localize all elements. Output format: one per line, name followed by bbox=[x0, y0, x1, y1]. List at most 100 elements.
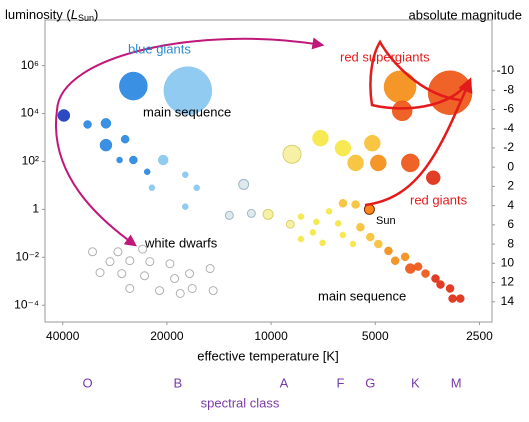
y2-tick-label: 10 bbox=[501, 256, 515, 270]
star bbox=[95, 268, 105, 278]
star bbox=[374, 239, 383, 249]
star bbox=[347, 154, 364, 172]
star bbox=[309, 229, 317, 236]
star bbox=[391, 100, 413, 122]
star bbox=[88, 247, 98, 257]
star bbox=[125, 256, 135, 266]
star bbox=[125, 283, 135, 293]
y-tick-label: 1 bbox=[32, 202, 39, 216]
star bbox=[338, 199, 348, 208]
y-tick-label: 10⁴ bbox=[20, 106, 39, 120]
spectral-class: O bbox=[83, 375, 93, 390]
star bbox=[138, 244, 148, 254]
y-label-part: Sun bbox=[78, 13, 94, 23]
y2-tick-label: -10 bbox=[497, 63, 515, 77]
y2-tick-label: 8 bbox=[507, 236, 514, 250]
star bbox=[445, 284, 455, 293]
spectral-label: spectral class bbox=[201, 395, 280, 410]
star bbox=[448, 294, 457, 303]
star bbox=[99, 138, 113, 152]
spectral-class: K bbox=[411, 375, 420, 390]
y2-tick-label: -6 bbox=[503, 102, 514, 116]
star bbox=[113, 247, 123, 257]
star bbox=[285, 219, 295, 229]
spectral-class: A bbox=[280, 375, 289, 390]
star bbox=[143, 168, 151, 176]
star bbox=[390, 256, 400, 265]
star bbox=[297, 213, 305, 220]
star bbox=[208, 286, 218, 296]
star bbox=[238, 178, 250, 190]
star bbox=[187, 283, 197, 293]
y2-tick-label: 4 bbox=[507, 198, 514, 212]
star bbox=[421, 269, 430, 278]
star bbox=[119, 71, 148, 101]
star bbox=[456, 294, 465, 303]
spectral-class: F bbox=[337, 375, 345, 390]
star bbox=[356, 222, 365, 232]
star bbox=[351, 200, 360, 209]
annotation: red giants bbox=[410, 192, 468, 207]
star bbox=[334, 139, 352, 157]
annotation: main sequence bbox=[143, 104, 231, 119]
evolution-arrow bbox=[54, 109, 137, 247]
y2-tick-label: -4 bbox=[503, 121, 514, 135]
star bbox=[165, 259, 175, 269]
x-tick-label: 20000 bbox=[150, 329, 184, 343]
evolution-arrow bbox=[56, 37, 325, 111]
star bbox=[262, 208, 274, 220]
star bbox=[170, 274, 180, 284]
y2-tick-label: -8 bbox=[503, 82, 514, 96]
star bbox=[116, 156, 123, 164]
y-label-part: L bbox=[71, 7, 78, 22]
star bbox=[185, 269, 195, 279]
star bbox=[193, 184, 200, 192]
star bbox=[400, 252, 410, 262]
star bbox=[366, 232, 375, 242]
y-tick-label: 10⁻⁴ bbox=[14, 297, 39, 311]
star bbox=[312, 129, 329, 147]
y2-axis-label: absolute magnitude bbox=[409, 7, 522, 22]
star bbox=[157, 154, 169, 166]
star bbox=[182, 203, 189, 210]
star bbox=[370, 154, 387, 172]
star bbox=[334, 220, 342, 227]
y2-tick-label: 0 bbox=[507, 159, 514, 173]
star bbox=[100, 118, 112, 129]
annotation: white dwarfs bbox=[144, 235, 218, 250]
y-axis-label: luminosity (LSun) bbox=[5, 7, 98, 23]
plot-frame bbox=[44, 19, 493, 323]
star bbox=[413, 262, 423, 271]
spectral-class: G bbox=[365, 375, 375, 390]
star bbox=[364, 134, 381, 152]
x-tick-label: 40000 bbox=[46, 329, 80, 343]
star bbox=[425, 170, 441, 185]
annotation: Sun bbox=[376, 215, 396, 227]
star bbox=[282, 144, 302, 164]
star bbox=[163, 66, 213, 115]
star bbox=[436, 280, 445, 289]
star bbox=[325, 208, 333, 215]
y-tick-label: 10⁻² bbox=[15, 249, 39, 263]
y2-tick-label: 12 bbox=[501, 275, 515, 289]
star bbox=[339, 231, 347, 239]
star bbox=[145, 257, 155, 267]
star bbox=[129, 155, 138, 165]
star bbox=[175, 288, 185, 298]
y-tick-label: 10⁶ bbox=[21, 58, 39, 72]
star bbox=[401, 153, 420, 173]
star bbox=[140, 271, 150, 281]
star bbox=[148, 184, 156, 192]
y-label-part: ) bbox=[94, 7, 98, 22]
star bbox=[205, 264, 215, 274]
star bbox=[246, 208, 256, 218]
star bbox=[431, 274, 440, 283]
evolution-arrow bbox=[364, 77, 473, 207]
x-tick-label: 5000 bbox=[362, 329, 389, 343]
annotation: red supergiants bbox=[340, 49, 430, 64]
star bbox=[319, 239, 326, 247]
star bbox=[224, 210, 234, 220]
y2-tick-label: -2 bbox=[503, 140, 514, 154]
star bbox=[405, 263, 416, 274]
